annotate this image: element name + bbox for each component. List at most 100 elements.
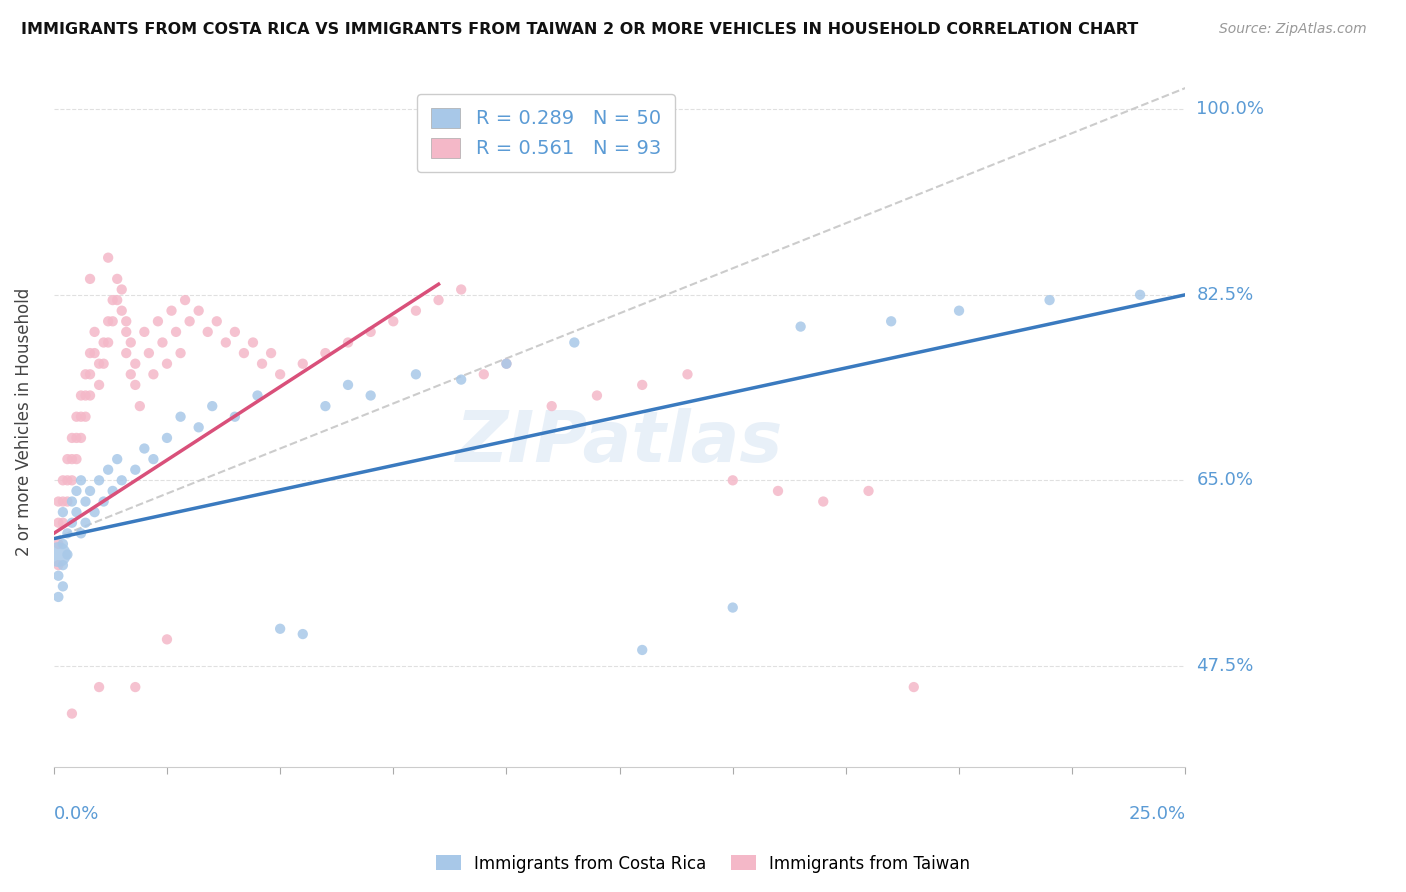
Point: [60, 473, 83, 487]
Point: [903, 680, 925, 694]
Point: [766, 483, 789, 498]
Point: [314, 346, 336, 360]
Point: [337, 335, 360, 350]
Point: [111, 303, 134, 318]
Text: 82.5%: 82.5%: [1197, 285, 1254, 304]
Point: [495, 357, 517, 371]
Point: [291, 357, 314, 371]
Point: [75, 409, 97, 424]
Point: [75, 388, 97, 402]
Point: [215, 335, 238, 350]
Point: [187, 303, 209, 318]
Text: IMMIGRANTS FROM COSTA RICA VS IMMIGRANTS FROM TAIWAN 2 OR MORE VEHICLES IN HOUSE: IMMIGRANTS FROM COSTA RICA VS IMMIGRANTS…: [21, 22, 1139, 37]
Point: [48, 568, 70, 582]
Point: [142, 452, 165, 467]
Point: [101, 483, 124, 498]
Point: [250, 357, 273, 371]
Point: [134, 325, 156, 339]
Point: [70, 388, 93, 402]
Point: [201, 399, 224, 413]
Point: [79, 388, 101, 402]
Point: [115, 346, 138, 360]
Point: [789, 319, 811, 334]
Point: [427, 293, 450, 307]
Point: [87, 473, 110, 487]
Point: [174, 293, 197, 307]
Point: [450, 373, 472, 387]
Point: [224, 409, 246, 424]
Point: [111, 283, 134, 297]
Legend: Immigrants from Costa Rica, Immigrants from Taiwan: Immigrants from Costa Rica, Immigrants f…: [429, 848, 977, 880]
Text: 47.5%: 47.5%: [1197, 657, 1254, 675]
Point: [56, 526, 79, 541]
Point: [197, 325, 219, 339]
Point: [48, 516, 70, 530]
Point: [156, 357, 179, 371]
Point: [124, 357, 146, 371]
Point: [60, 494, 83, 508]
Point: [52, 494, 75, 508]
Point: [1038, 293, 1060, 307]
Point: [269, 622, 291, 636]
Point: [232, 346, 254, 360]
Point: [146, 314, 169, 328]
Point: [134, 442, 156, 456]
Point: [360, 325, 382, 339]
Point: [472, 368, 495, 382]
Point: [156, 632, 179, 647]
Text: 25.0%: 25.0%: [1128, 805, 1185, 823]
Point: [93, 357, 115, 371]
Point: [97, 251, 120, 265]
Point: [75, 516, 97, 530]
Point: [65, 483, 87, 498]
Text: 100.0%: 100.0%: [1197, 100, 1264, 119]
Point: [60, 516, 83, 530]
Point: [83, 505, 105, 519]
Point: [65, 409, 87, 424]
Point: [405, 368, 427, 382]
Point: [60, 452, 83, 467]
Text: 0.0%: 0.0%: [53, 805, 100, 823]
Point: [70, 473, 93, 487]
Point: [48, 537, 70, 551]
Point: [101, 314, 124, 328]
Point: [79, 272, 101, 286]
Point: [224, 325, 246, 339]
Point: [337, 378, 360, 392]
Point: [138, 346, 160, 360]
Point: [205, 314, 228, 328]
Point: [93, 494, 115, 508]
Point: [87, 378, 110, 392]
Point: [111, 473, 134, 487]
Point: [52, 579, 75, 593]
Point: [101, 293, 124, 307]
Text: Source: ZipAtlas.com: Source: ZipAtlas.com: [1219, 22, 1367, 37]
Point: [858, 483, 880, 498]
Point: [1129, 287, 1152, 301]
Point: [87, 680, 110, 694]
Y-axis label: 2 or more Vehicles in Household: 2 or more Vehicles in Household: [15, 288, 32, 556]
Point: [97, 335, 120, 350]
Point: [291, 627, 314, 641]
Point: [52, 537, 75, 551]
Point: [65, 452, 87, 467]
Point: [70, 526, 93, 541]
Text: ZIPatlas: ZIPatlas: [456, 409, 783, 477]
Point: [87, 357, 110, 371]
Point: [160, 303, 183, 318]
Point: [152, 335, 174, 350]
Point: [115, 325, 138, 339]
Point: [93, 335, 115, 350]
Point: [48, 590, 70, 604]
Point: [65, 505, 87, 519]
Point: [540, 399, 562, 413]
Point: [48, 558, 70, 573]
Point: [97, 314, 120, 328]
Point: [124, 680, 146, 694]
Point: [142, 368, 165, 382]
Point: [948, 303, 970, 318]
Point: [48, 548, 70, 562]
Point: [70, 431, 93, 445]
Point: [562, 335, 585, 350]
Point: [721, 473, 744, 487]
